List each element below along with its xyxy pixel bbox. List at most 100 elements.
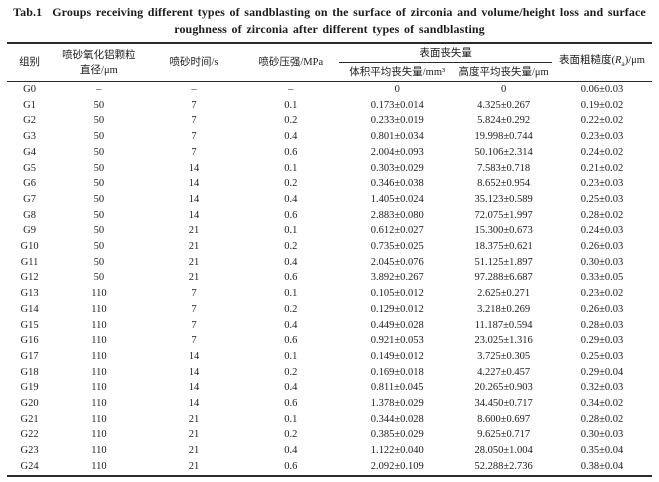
- cell-roughness: 0.29±0.04: [580, 366, 624, 378]
- table-row: G19 110 14 0.4 0.811±0.045 20.265±0.903 0.32±0…: [7, 380, 652, 396]
- cell-time: 14: [188, 178, 200, 190]
- cell-group: G17: [20, 350, 39, 362]
- cell-roughness: 0.28±0.02: [580, 413, 624, 425]
- col-header-height-loss: 高度平均丧失量/μm: [458, 66, 549, 78]
- cell-particle-diameter: 110: [91, 335, 107, 347]
- caption-text-line1: Groups receiving different types of sand…: [52, 5, 646, 19]
- cell-time: 7: [191, 319, 197, 331]
- cell-group: G5: [23, 162, 36, 174]
- cell-roughness: 0.29±0.03: [580, 335, 624, 347]
- cell-volume-loss: 0.921±0.053: [370, 335, 424, 347]
- table-row: G21 110 21 0.1 0.344±0.028 8.600±0.697 0.28±0.…: [7, 412, 652, 428]
- cell-pressure: 0.1: [284, 99, 298, 111]
- cell-roughness: 0.19±0.02: [580, 99, 624, 111]
- cell-particle-diameter: 50: [93, 99, 105, 111]
- cell-height-loss: 5.824±0.292: [477, 115, 531, 127]
- cell-roughness: 0.33±0.05: [580, 272, 624, 284]
- cell-height-loss: 8.600±0.697: [477, 413, 531, 425]
- cell-pressure: 0.4: [284, 445, 298, 457]
- cell-particle-diameter: 110: [91, 398, 107, 410]
- cell-group: G16: [20, 335, 39, 347]
- cell-particle-diameter: 110: [91, 366, 107, 378]
- cell-time: 21: [188, 413, 200, 425]
- table-row: G11 50 21 0.4 2.045±0.076 51.125±1.897 0.30±0.…: [7, 255, 652, 271]
- cell-volume-loss: 0.735±0.025: [370, 241, 424, 253]
- cell-volume-loss: 0.612±0.027: [370, 225, 424, 237]
- cell-pressure: 0.6: [284, 335, 298, 347]
- col-header-roughness: 表面粗糙度(Ra)/μm: [552, 43, 652, 82]
- cell-roughness: 0.32±0.03: [580, 382, 624, 394]
- cell-time: 21: [188, 445, 200, 457]
- table-row: G1 50 7 0.1 0.173±0.014 4.325±0.267 0.19±0.02: [7, 98, 652, 114]
- col-header-particle-line1: 喷砂氧化铝颗粒: [62, 49, 136, 61]
- table-row: G18 110 14 0.2 0.169±0.018 4.227±0.457 0.29±0.…: [7, 365, 652, 381]
- table-row: G17 110 14 0.1 0.149±0.012 3.725±0.305 0.25±0.…: [7, 349, 652, 365]
- cell-group: G14: [20, 303, 39, 315]
- cell-roughness: 0.23±0.03: [580, 131, 624, 143]
- table-row: G9 50 21 0.1 0.612±0.027 15.300±0.673 0.24±0.0…: [7, 223, 652, 239]
- cell-volume-loss: 2.004±0.093: [370, 146, 424, 158]
- table-number: Tab.1: [13, 5, 43, 19]
- cell-roughness: 0.24±0.02: [580, 146, 624, 158]
- cell-volume-loss: 0.801±0.034: [370, 131, 424, 143]
- cell-volume-loss: 0.811±0.045: [370, 382, 424, 394]
- cell-time: 14: [188, 350, 200, 362]
- cell-group: G3: [23, 131, 36, 143]
- table-caption: Tab.1 Groups receiving different types of…: [7, 4, 652, 38]
- col-header-group: 组别: [19, 57, 41, 68]
- cell-pressure: 0.1: [284, 350, 298, 362]
- cell-time: 7: [191, 146, 197, 158]
- cell-particle-diameter: 110: [91, 319, 107, 331]
- cell-group: G10: [20, 241, 39, 253]
- cell-group: G9: [23, 225, 36, 237]
- table-row: G12 50 21 0.6 3.892±0.267 97.288±6.687 0.33±0.…: [7, 270, 652, 286]
- cell-particle-diameter: 50: [93, 162, 105, 174]
- cell-roughness: 0.21±0.02: [580, 162, 624, 174]
- cell-volume-loss: 0.385±0.029: [370, 429, 424, 441]
- cell-height-loss: 50.106±2.314: [474, 146, 533, 158]
- cell-particle-diameter: 50: [93, 272, 105, 284]
- table-row: G24 110 21 0.6 2.092±0.109 52.288±2.736 0.38±0…: [7, 459, 652, 476]
- col-header-particle-diameter: 喷砂氧化铝颗粒 直径/μm: [52, 43, 146, 82]
- cell-height-loss: 2.625±0.271: [477, 288, 531, 300]
- cell-group: G8: [23, 209, 36, 221]
- cell-roughness: 0.30±0.03: [580, 429, 624, 441]
- cell-time: 21: [188, 460, 200, 472]
- cell-volume-loss: 0.129±0.012: [370, 303, 424, 315]
- table-row: G8 50 14 0.6 2.883±0.080 72.075±1.997 0.28±0.0…: [7, 208, 652, 224]
- cell-height-loss: 4.325±0.267: [477, 99, 531, 111]
- cell-roughness: 0.24±0.03: [580, 225, 624, 237]
- cell-time: 7: [191, 115, 197, 127]
- cell-time: 7: [191, 303, 197, 315]
- cell-time: –: [191, 84, 197, 95]
- cell-pressure: 0.4: [284, 193, 298, 205]
- cell-time: 7: [191, 335, 197, 347]
- cell-pressure: 0.2: [284, 241, 298, 253]
- cell-pressure: 0.1: [284, 413, 298, 425]
- table-caption-line2: roughness of zirconia after different ty…: [174, 22, 485, 36]
- cell-group: G15: [20, 319, 39, 331]
- cell-group: G24: [20, 460, 39, 472]
- cell-particle-diameter: –: [96, 84, 102, 95]
- cell-pressure: 0.2: [284, 429, 298, 441]
- table-row: G3 50 7 0.4 0.801±0.034 19.998±0.744 0.23±0.03: [7, 129, 652, 145]
- cell-height-loss: 11.187±0.594: [474, 319, 533, 331]
- cell-volume-loss: 2.092±0.109: [370, 460, 424, 472]
- cell-group: G11: [20, 256, 39, 268]
- cell-pressure: 0.2: [284, 115, 298, 127]
- cell-group: G7: [23, 193, 36, 205]
- cell-pressure: 0.2: [284, 178, 298, 190]
- cell-particle-diameter: 50: [93, 225, 105, 237]
- cell-volume-loss: 2.045±0.076: [370, 256, 424, 268]
- table-row: G5 50 14 0.1 0.303±0.029 7.583±0.718 0.21±0.02: [7, 161, 652, 177]
- cell-group: G0: [23, 84, 36, 95]
- cell-pressure: 0.2: [284, 366, 298, 378]
- cell-height-loss: 3.725±0.305: [477, 350, 531, 362]
- cell-volume-loss: 2.883±0.080: [370, 209, 424, 221]
- cell-time: 7: [191, 99, 197, 111]
- cell-height-loss: 18.375±0.621: [474, 241, 533, 253]
- cell-group: G2: [23, 115, 36, 127]
- cell-roughness: 0.25±0.03: [580, 350, 624, 362]
- cell-group: G18: [20, 366, 39, 378]
